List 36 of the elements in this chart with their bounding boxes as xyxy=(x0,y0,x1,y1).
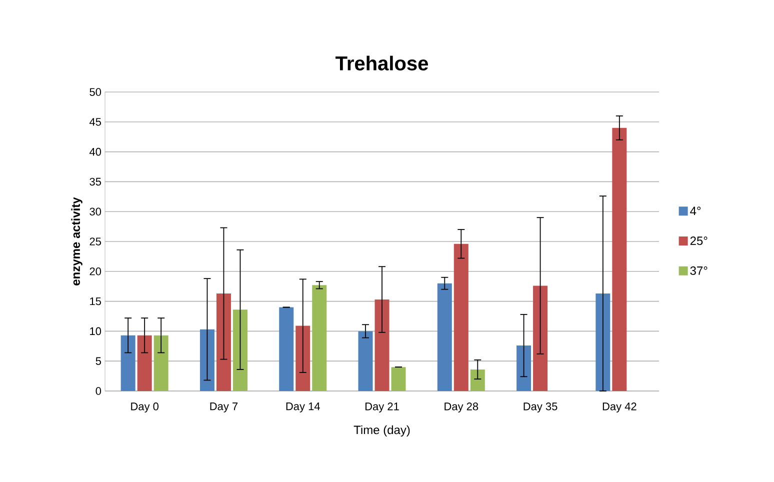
x-tick-label: Day 21 xyxy=(365,402,399,412)
bar xyxy=(454,244,468,391)
bar xyxy=(279,307,294,391)
legend-label: 25° xyxy=(690,236,708,246)
y-axis-title: enzyme activity xyxy=(71,197,82,286)
y-tick-label: 10 xyxy=(90,327,102,336)
bar xyxy=(312,285,327,391)
bar xyxy=(374,299,390,391)
legend-label: 37° xyxy=(690,266,708,275)
y-tick-label: 15 xyxy=(90,297,102,306)
y-tick-label: 20 xyxy=(90,268,102,276)
y-tick-label: 0 xyxy=(96,387,102,395)
y-tick-label: 40 xyxy=(89,148,102,156)
y-tick-label: 45 xyxy=(89,118,102,126)
y-tick-label: 50 xyxy=(90,88,102,96)
x-tick-label: Day 42 xyxy=(602,402,636,412)
x-tick-label: Day 7 xyxy=(210,402,238,412)
bar xyxy=(470,369,485,391)
bar xyxy=(154,335,168,391)
chart-title: Trehalose xyxy=(336,56,428,70)
bar xyxy=(391,367,406,391)
bar xyxy=(358,331,373,391)
legend-label: 4° xyxy=(690,206,701,216)
x-tick-label: Day 0 xyxy=(131,402,158,412)
x-tick-label: Day 35 xyxy=(524,402,558,412)
y-tick-label: 5 xyxy=(96,357,102,365)
y-tick-label: 30 xyxy=(90,208,102,216)
x-tick-label: Day 14 xyxy=(286,402,320,412)
y-tick-label: 35 xyxy=(90,178,102,186)
bar xyxy=(120,335,136,391)
bar xyxy=(437,283,452,391)
x-axis-title: Time (day) xyxy=(354,425,410,437)
y-tick-label: 25 xyxy=(90,238,102,246)
bar xyxy=(137,335,152,391)
x-tick-label: Day 28 xyxy=(444,402,478,412)
bar xyxy=(612,128,627,391)
